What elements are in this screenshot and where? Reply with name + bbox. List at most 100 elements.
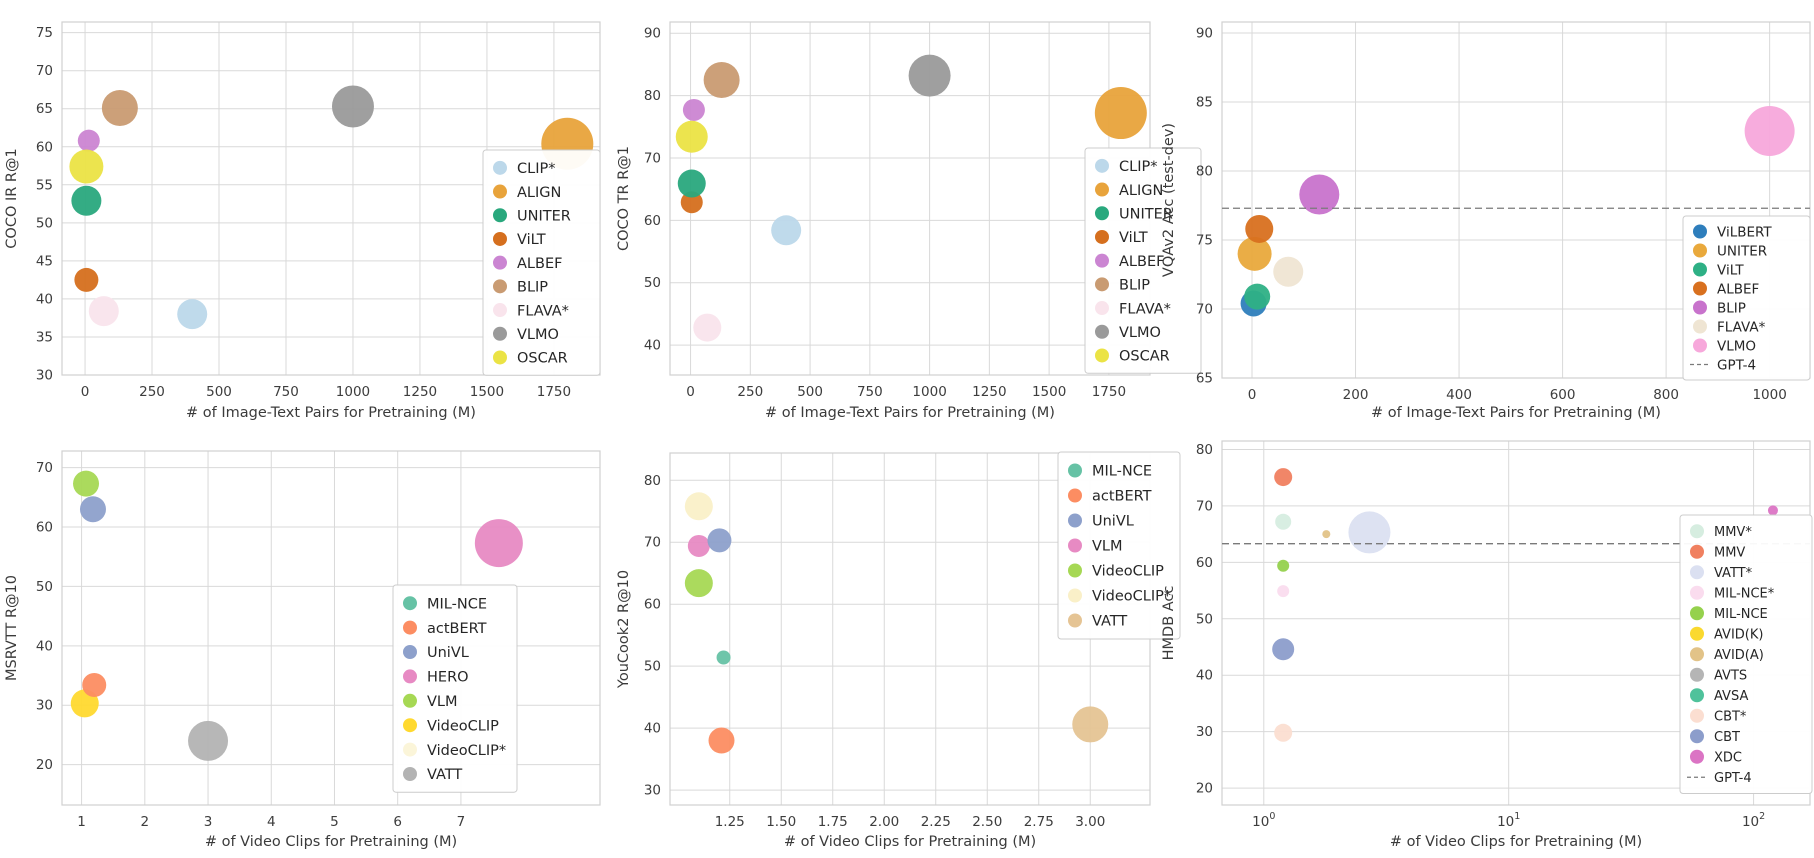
legend-label: OSCAR (1119, 349, 1170, 365)
legend-label: ALBEF (1717, 281, 1759, 297)
legend-marker (1068, 613, 1082, 628)
x-tick-label: 0 (1248, 387, 1257, 403)
legend-item-vatt: VATT (1068, 613, 1127, 630)
x-tick-label: 1000 (336, 384, 370, 400)
legend-item-univl: UniVL (1068, 513, 1134, 530)
legend-marker (1095, 253, 1109, 268)
legend-item-clip: CLIP* (493, 160, 555, 177)
bubble-vilt (1244, 283, 1271, 310)
legend-item-vilbert: ViLBERT (1693, 224, 1772, 240)
y-tick-label: 50 (644, 275, 661, 291)
x-tick-label: 600 (1550, 387, 1576, 403)
legend-marker (1095, 206, 1109, 221)
y-tick-label: 60 (644, 597, 661, 613)
legend-label: GPT-4 (1717, 357, 1756, 373)
y-tick-label: 30 (36, 698, 53, 714)
y-tick-label: 20 (1196, 781, 1213, 797)
legend-label: FLAVA* (1119, 301, 1171, 317)
legend-item-blip: BLIP (493, 279, 548, 296)
legend-item-avsa: AVSA (1690, 688, 1748, 704)
legend-label: ViLBERT (1717, 224, 1772, 240)
bubble-vlm (687, 534, 710, 557)
legend-label: AVID(K) (1714, 627, 1763, 642)
x-tick-label: 500 (206, 384, 232, 400)
legend-marker (403, 718, 417, 733)
y-tick-label: 60 (36, 139, 53, 155)
bubble-flava (88, 296, 119, 327)
legend-marker (403, 645, 417, 659)
y-tick-label: 40 (644, 338, 661, 354)
legend-marker (1690, 729, 1704, 744)
legend-item-uniter: UNITER (1095, 206, 1173, 222)
legend-box (1679, 514, 1813, 794)
x-tick-label: 6 (393, 814, 402, 830)
legend-marker (493, 231, 507, 246)
x-tick-label: 1000 (1752, 387, 1786, 403)
x-tick-label: 800 (1653, 387, 1679, 403)
legend-item-hero: HERO (403, 669, 469, 686)
legend-marker (1068, 563, 1082, 578)
x-tick-label: 100 (1252, 811, 1275, 830)
y-axis-label: MSRVTT R@10 (4, 575, 20, 681)
x-tick-label: 3 (204, 814, 213, 830)
y-tick-label: 30 (36, 368, 53, 384)
legend-item-mmv: MMV* (1690, 524, 1752, 540)
legend-marker (493, 208, 507, 223)
y-tick-label: 90 (644, 26, 661, 42)
legend-marker (1690, 647, 1704, 662)
y-tick-label: 75 (36, 25, 53, 41)
bubble-vilt (74, 267, 99, 292)
legend-label: VideoCLIP (427, 718, 499, 734)
legend-item-flava: FLAVA* (493, 303, 569, 319)
legend-label: VideoCLIP* (427, 743, 506, 759)
y-tick-label: 80 (644, 473, 661, 489)
bubble-blip (1299, 174, 1340, 215)
legend-item-vlm: VLM (403, 693, 458, 710)
legend: MIL-NCE actBERT UniVL VLM VideoCLIP VideoCLIP… (1057, 451, 1181, 640)
y-tick-label: 65 (1196, 371, 1213, 387)
legend-item-vilt: ViLT (1693, 262, 1744, 278)
y-tick-label: 65 (36, 101, 53, 117)
legend-label: FLAVA* (1717, 319, 1766, 335)
bubble-albef (77, 129, 100, 152)
y-tick-label: 80 (644, 88, 661, 104)
bubble-albef (682, 98, 705, 121)
legend-marker (1693, 319, 1707, 334)
legend-marker (493, 160, 507, 175)
y-tick-label: 70 (36, 63, 53, 79)
legend-label: CLIP* (1119, 159, 1157, 175)
y-tick-label: 30 (1196, 724, 1213, 740)
chart-msrvtt-r10: 1 2 3 4 5 6 7 20 30 40 50 60 70 # of Video Clips for … (4, 450, 601, 850)
legend-item-mmv: MMV (1690, 544, 1745, 560)
y-tick-label: 30 (644, 783, 661, 799)
legend-item-vilt: ViLT (1095, 229, 1148, 246)
x-tick-label: 1500 (1032, 384, 1066, 400)
legend-item-mil-nce: MIL-NCE (403, 596, 487, 612)
legend-label: UNITER (1717, 243, 1767, 259)
legend: MIL-NCE actBERT UniVL HERO VLM VideoCLIP Video… (392, 584, 518, 793)
legend-marker (1690, 524, 1704, 539)
legend-label: GPT-4 (1714, 771, 1752, 786)
legend-item-mil-nce: MIL-NCE (1690, 606, 1768, 622)
legend: CLIP* ALIGN UNITER ViLT ALBEF BLIP FLAVA* VLMO O… (482, 149, 601, 376)
bubble-align (1094, 87, 1147, 140)
x-tick-label: 0 (81, 384, 90, 400)
bubble-clip (771, 215, 802, 246)
legend-label: XDC (1714, 750, 1742, 765)
bubble-vlm (73, 470, 100, 497)
legend-label: MIL-NCE (427, 596, 487, 612)
y-axis-label: COCO IR R@1 (4, 148, 20, 248)
bubble-uniter (677, 169, 706, 198)
y-tick-label: 70 (644, 150, 661, 166)
legend-item-albef: ALBEF (1693, 281, 1759, 297)
bubble-mil-nce (716, 650, 731, 665)
legend-marker (1690, 708, 1704, 723)
legend-box (482, 149, 601, 376)
y-tick-label: 80 (1196, 442, 1213, 458)
legend-item-oscar: OSCAR (493, 350, 568, 367)
legend-box (392, 584, 518, 793)
bubble-mmv (1275, 513, 1292, 530)
legend-label: VATT (1092, 614, 1127, 630)
y-tick-label: 70 (644, 535, 661, 551)
legend-item-vatt: VATT* (1690, 565, 1753, 581)
